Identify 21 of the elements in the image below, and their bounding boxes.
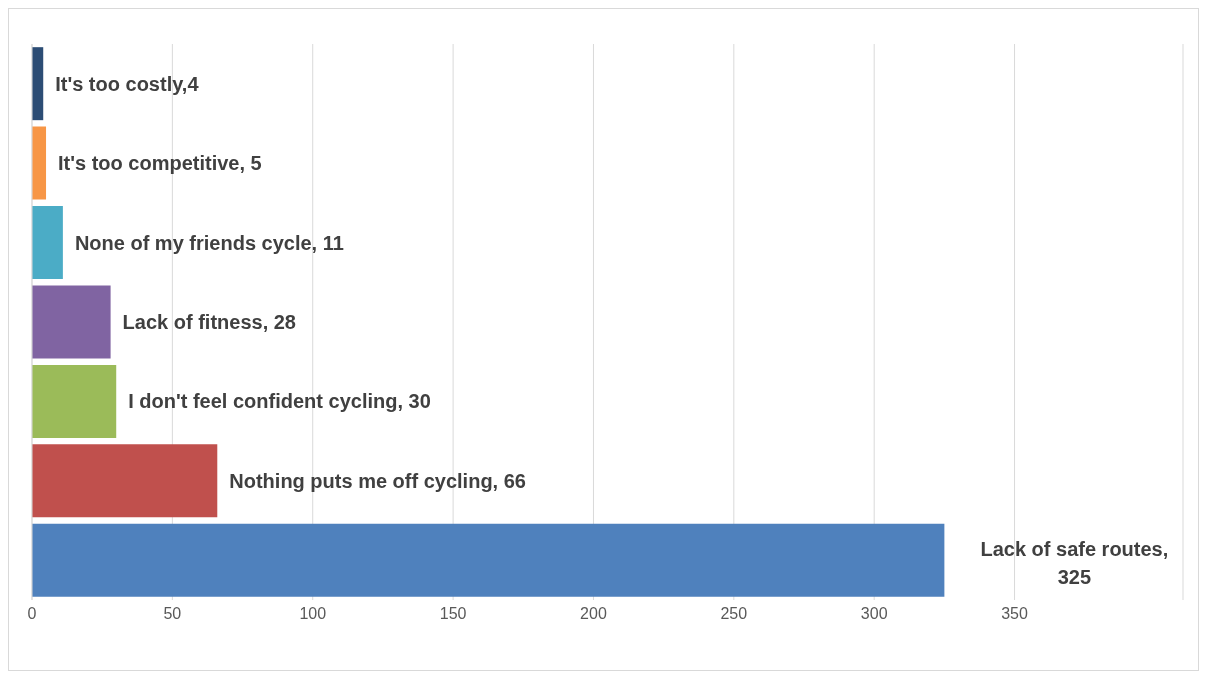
bar bbox=[32, 523, 945, 597]
data-label: It's too competitive, 5 bbox=[58, 152, 262, 175]
x-tick-label: 100 bbox=[299, 605, 327, 623]
data-label: None of my friends cycle, 11 bbox=[74, 231, 344, 254]
bar bbox=[32, 444, 218, 518]
data-label: Lack of safe routes, 325 bbox=[980, 538, 1169, 589]
bar bbox=[32, 206, 63, 280]
data-label: Lack of fitness, 28 bbox=[122, 310, 297, 333]
data-label: I don't feel confident cycling, 30 bbox=[128, 390, 431, 413]
x-tick-label: 300 bbox=[860, 605, 888, 623]
bar bbox=[32, 364, 117, 438]
x-tick-label: 200 bbox=[580, 605, 607, 623]
x-tick-label: 150 bbox=[439, 605, 467, 623]
data-label: Nothing puts me off cycling, 66 bbox=[229, 469, 526, 492]
data-label: It's too costly,4 bbox=[55, 72, 200, 95]
x-tick-label: 350 bbox=[1001, 605, 1029, 623]
x-tick-label: 250 bbox=[720, 605, 748, 623]
bar bbox=[32, 285, 111, 359]
bar bbox=[32, 126, 47, 200]
x-tick-label: 0 bbox=[27, 605, 37, 623]
x-tick-label: 50 bbox=[163, 605, 182, 623]
